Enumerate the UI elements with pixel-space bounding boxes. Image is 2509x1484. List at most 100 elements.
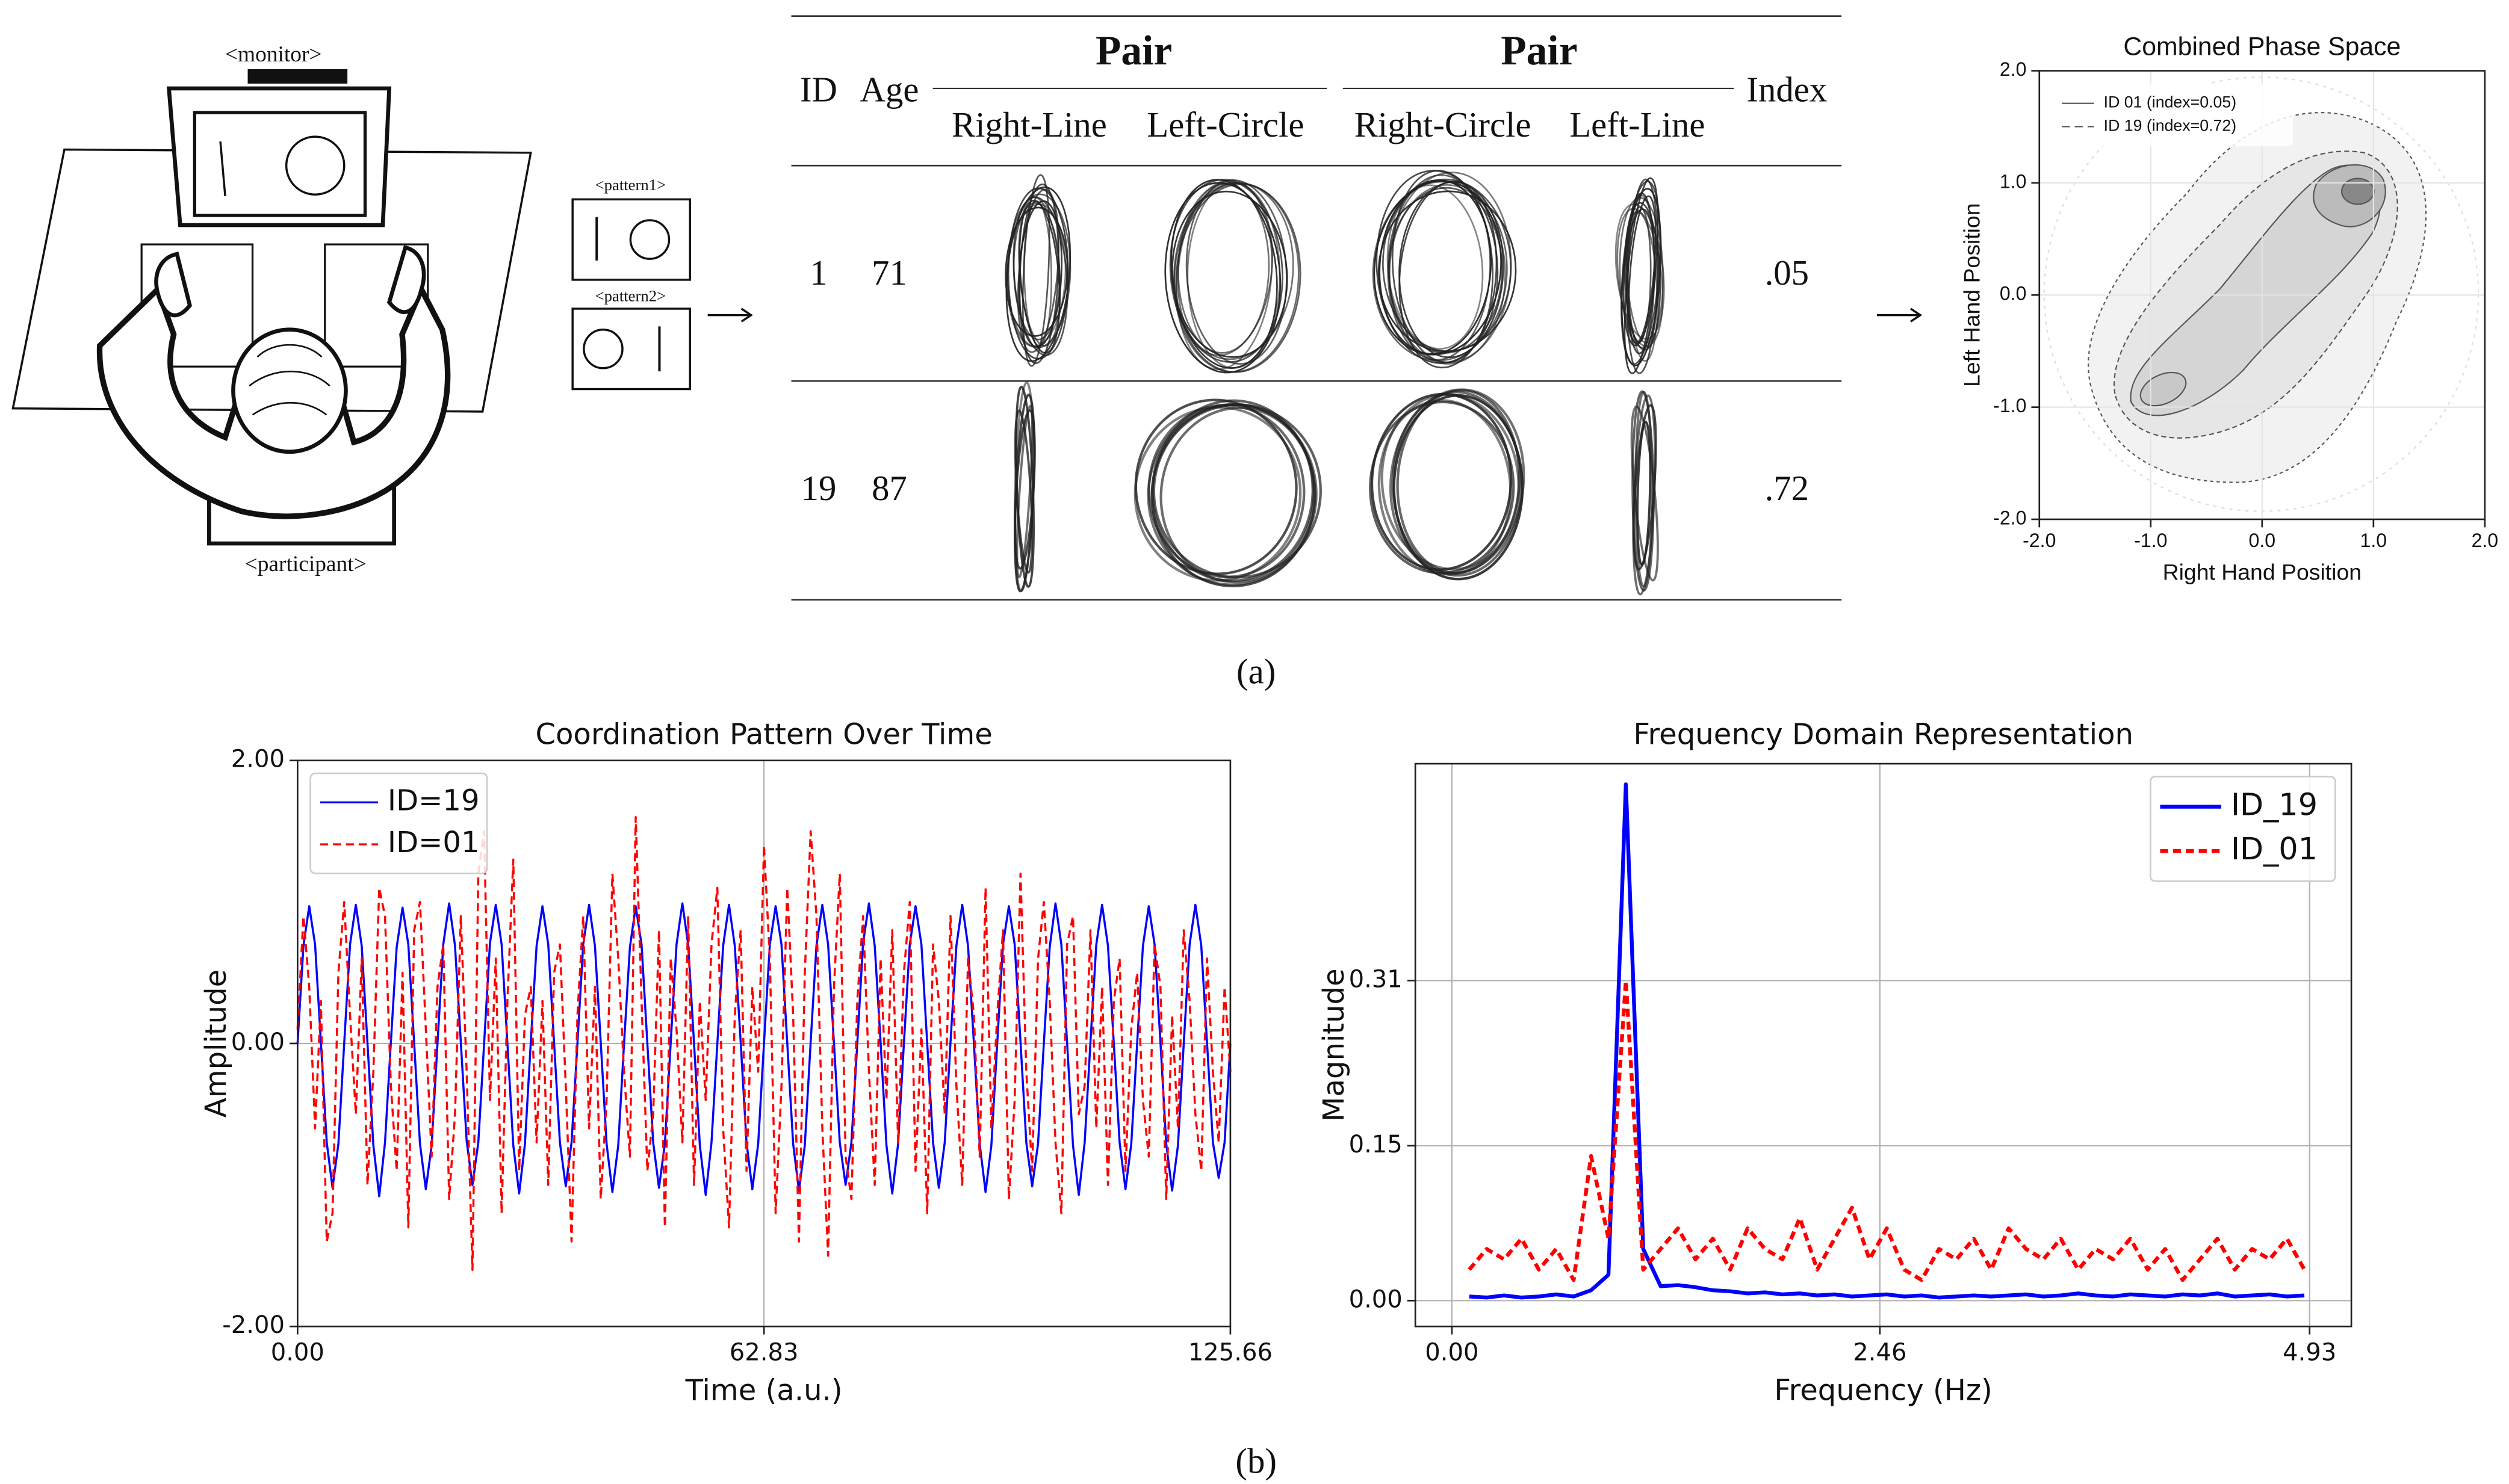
chart: Coordination Pattern Over Time 0.00 62.83 1… [199, 718, 1273, 1408]
arrow-head [1910, 308, 1923, 323]
monitor-top [247, 69, 348, 84]
y-tick-label: -1.0 [1993, 395, 2026, 416]
trajectory-stroke [1007, 187, 1069, 360]
trajectory-stroke [1624, 202, 1661, 351]
trajectory-stroke [1185, 179, 1288, 365]
trajectory-stroke [1019, 199, 1061, 354]
trajectory-stroke [1379, 179, 1492, 355]
chart-title: Combined Phase Space [2123, 32, 2401, 61]
head [231, 327, 348, 454]
hands [154, 245, 426, 318]
plot-frame [296, 759, 1232, 1328]
x-tick-label: 62.83 [730, 1339, 799, 1367]
trajectory-stroke [1392, 394, 1524, 581]
trajectory-stroke [1005, 206, 1068, 337]
trajectory-stroke [1013, 202, 1061, 341]
pattern1-box [571, 198, 691, 281]
legend-box [2052, 83, 2293, 147]
x-axis-label: Right Hand Position [2163, 560, 2362, 585]
trajectory-stroke [1150, 403, 1317, 587]
header-pair: Pair [1096, 28, 1172, 74]
cell: .05 [1765, 253, 1809, 292]
captions: (a) (b) [1235, 652, 1277, 1481]
x-tick-label: -2.0 [2023, 530, 2056, 551]
cell: .72 [1765, 469, 1809, 508]
monitor-label: <monitor> [225, 42, 322, 67]
trajectory-stroke [1620, 181, 1661, 365]
y-tick-label: 0.15 [1349, 1131, 1403, 1158]
y-tick-label: 0.00 [231, 1028, 285, 1056]
series-line [296, 902, 1232, 1198]
screen [193, 111, 367, 217]
cell: 87 [872, 469, 907, 508]
cell: 19 [801, 469, 837, 508]
trajectory-stroke [1398, 181, 1504, 359]
contour [2139, 371, 2187, 407]
legend-label: ID 01 (index=0.05) [2104, 93, 2236, 111]
trajectory-drawings [1005, 170, 1665, 596]
trajectory-stroke [1631, 390, 1655, 592]
y-tick-label: 0.00 [1349, 1285, 1403, 1313]
trajectory-stroke [1619, 197, 1664, 348]
table-rules [791, 15, 1842, 601]
x-tick-label: -1.0 [2134, 530, 2167, 551]
trajectory-stroke [1175, 183, 1301, 373]
header-sub: Left-Line [1569, 105, 1705, 144]
trajectory-stroke [1391, 170, 1494, 363]
trajectory-stroke [1375, 170, 1499, 364]
series-line [1468, 979, 2306, 1282]
pattern2-box [571, 308, 691, 391]
x-axis-label: Frequency (Hz) [1774, 1374, 1993, 1408]
x-tick-label: 1.0 [2360, 530, 2387, 551]
x-tick-label: 2.0 [2472, 530, 2499, 551]
caption: (a) [1236, 652, 1276, 691]
header-index: Index [1746, 70, 1827, 109]
y-tick-label: -2.0 [1993, 507, 2026, 528]
header-pair: Pair [1501, 28, 1577, 74]
legend-label: ID_01 [2231, 831, 2318, 867]
monitor [166, 86, 392, 227]
y-axis-label: Left Hand Position [1959, 203, 1985, 387]
legend-box [2150, 776, 2336, 882]
pattern2-label: <pattern2> [595, 286, 666, 305]
cell: 71 [872, 253, 907, 292]
reference-circle [2043, 76, 2480, 512]
chart-title: Frequency Domain Representation [1633, 718, 2133, 752]
trajectory-stroke [1634, 391, 1654, 588]
legend-label: ID 19 (index=0.72) [2104, 116, 2236, 134]
x-tick-label: 125.66 [1188, 1339, 1273, 1367]
y-tick-label: 0.31 [1349, 965, 1403, 993]
trajectory-stroke [1016, 404, 1034, 579]
series-line [1469, 782, 2305, 1300]
legend-label: ID_19 [2231, 787, 2318, 823]
header-age: Age [860, 70, 919, 109]
hair [249, 344, 330, 416]
trajectory-stroke [1636, 421, 1652, 566]
density-contours [2043, 76, 2480, 512]
chart: Combined Phase Space -2.0 -1.0 0.0 1.0 2.0 -2.… [1959, 32, 2498, 584]
plot-frame [1414, 762, 2352, 1328]
pattern1-label: <pattern1> [595, 176, 666, 194]
pattern1-circle [629, 219, 671, 260]
header-sub: Right-Line [952, 105, 1107, 144]
chart: Frequency Domain Representation 0.00 2.46 4… [1317, 718, 2352, 1408]
setup-diagram [11, 69, 1923, 546]
x-tick-label: 0.00 [1425, 1339, 1478, 1367]
legend-box [309, 772, 488, 874]
trajectory-stroke [1134, 398, 1298, 575]
y-axis-label: Magnitude [1317, 968, 1351, 1122]
y-tick-label: 2.00 [231, 746, 285, 773]
y-tick-label: 1.0 [2000, 170, 2027, 192]
chart-title: Coordination Pattern Over Time [535, 718, 992, 752]
plot-frame [2038, 70, 2486, 521]
y-tick-label: -2.00 [222, 1311, 285, 1339]
caption: (b) [1235, 1441, 1277, 1480]
y-tick-label: 0.0 [2000, 283, 2027, 305]
y-axis-label: Amplitude [199, 969, 233, 1118]
legend-label: ID=01 [388, 826, 480, 859]
legend-label: ID=19 [388, 784, 480, 817]
y-tick-label: 2.0 [2000, 58, 2027, 80]
diagram-labels: <monitor> <pattern1> <pattern2> <partici… [225, 42, 666, 577]
header-sub: Left-Circle [1147, 105, 1304, 144]
